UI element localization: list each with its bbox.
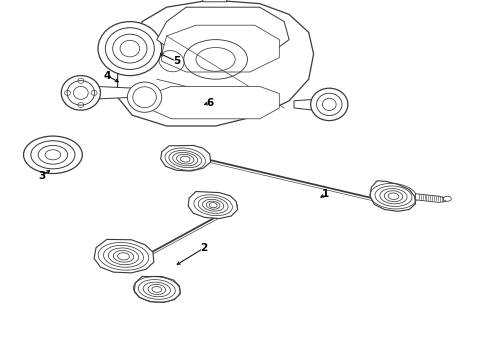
Text: 1: 1 bbox=[322, 189, 329, 199]
Ellipse shape bbox=[98, 22, 162, 76]
Polygon shape bbox=[294, 99, 322, 110]
Text: 4: 4 bbox=[103, 71, 111, 81]
Polygon shape bbox=[94, 239, 154, 273]
Polygon shape bbox=[88, 86, 135, 99]
Ellipse shape bbox=[311, 88, 348, 121]
Ellipse shape bbox=[127, 82, 162, 112]
Ellipse shape bbox=[61, 76, 100, 110]
Polygon shape bbox=[161, 145, 211, 171]
Ellipse shape bbox=[24, 136, 82, 174]
Polygon shape bbox=[370, 181, 416, 211]
Polygon shape bbox=[147, 86, 279, 119]
Text: 2: 2 bbox=[200, 243, 207, 253]
Polygon shape bbox=[188, 192, 238, 219]
Ellipse shape bbox=[443, 196, 451, 201]
Polygon shape bbox=[162, 25, 279, 72]
Polygon shape bbox=[416, 194, 447, 202]
Polygon shape bbox=[134, 276, 180, 302]
Polygon shape bbox=[118, 0, 314, 126]
Polygon shape bbox=[201, 0, 228, 2]
Text: 5: 5 bbox=[173, 56, 180, 66]
Text: 6: 6 bbox=[206, 98, 213, 108]
Polygon shape bbox=[157, 7, 289, 61]
Text: 3: 3 bbox=[38, 171, 45, 181]
